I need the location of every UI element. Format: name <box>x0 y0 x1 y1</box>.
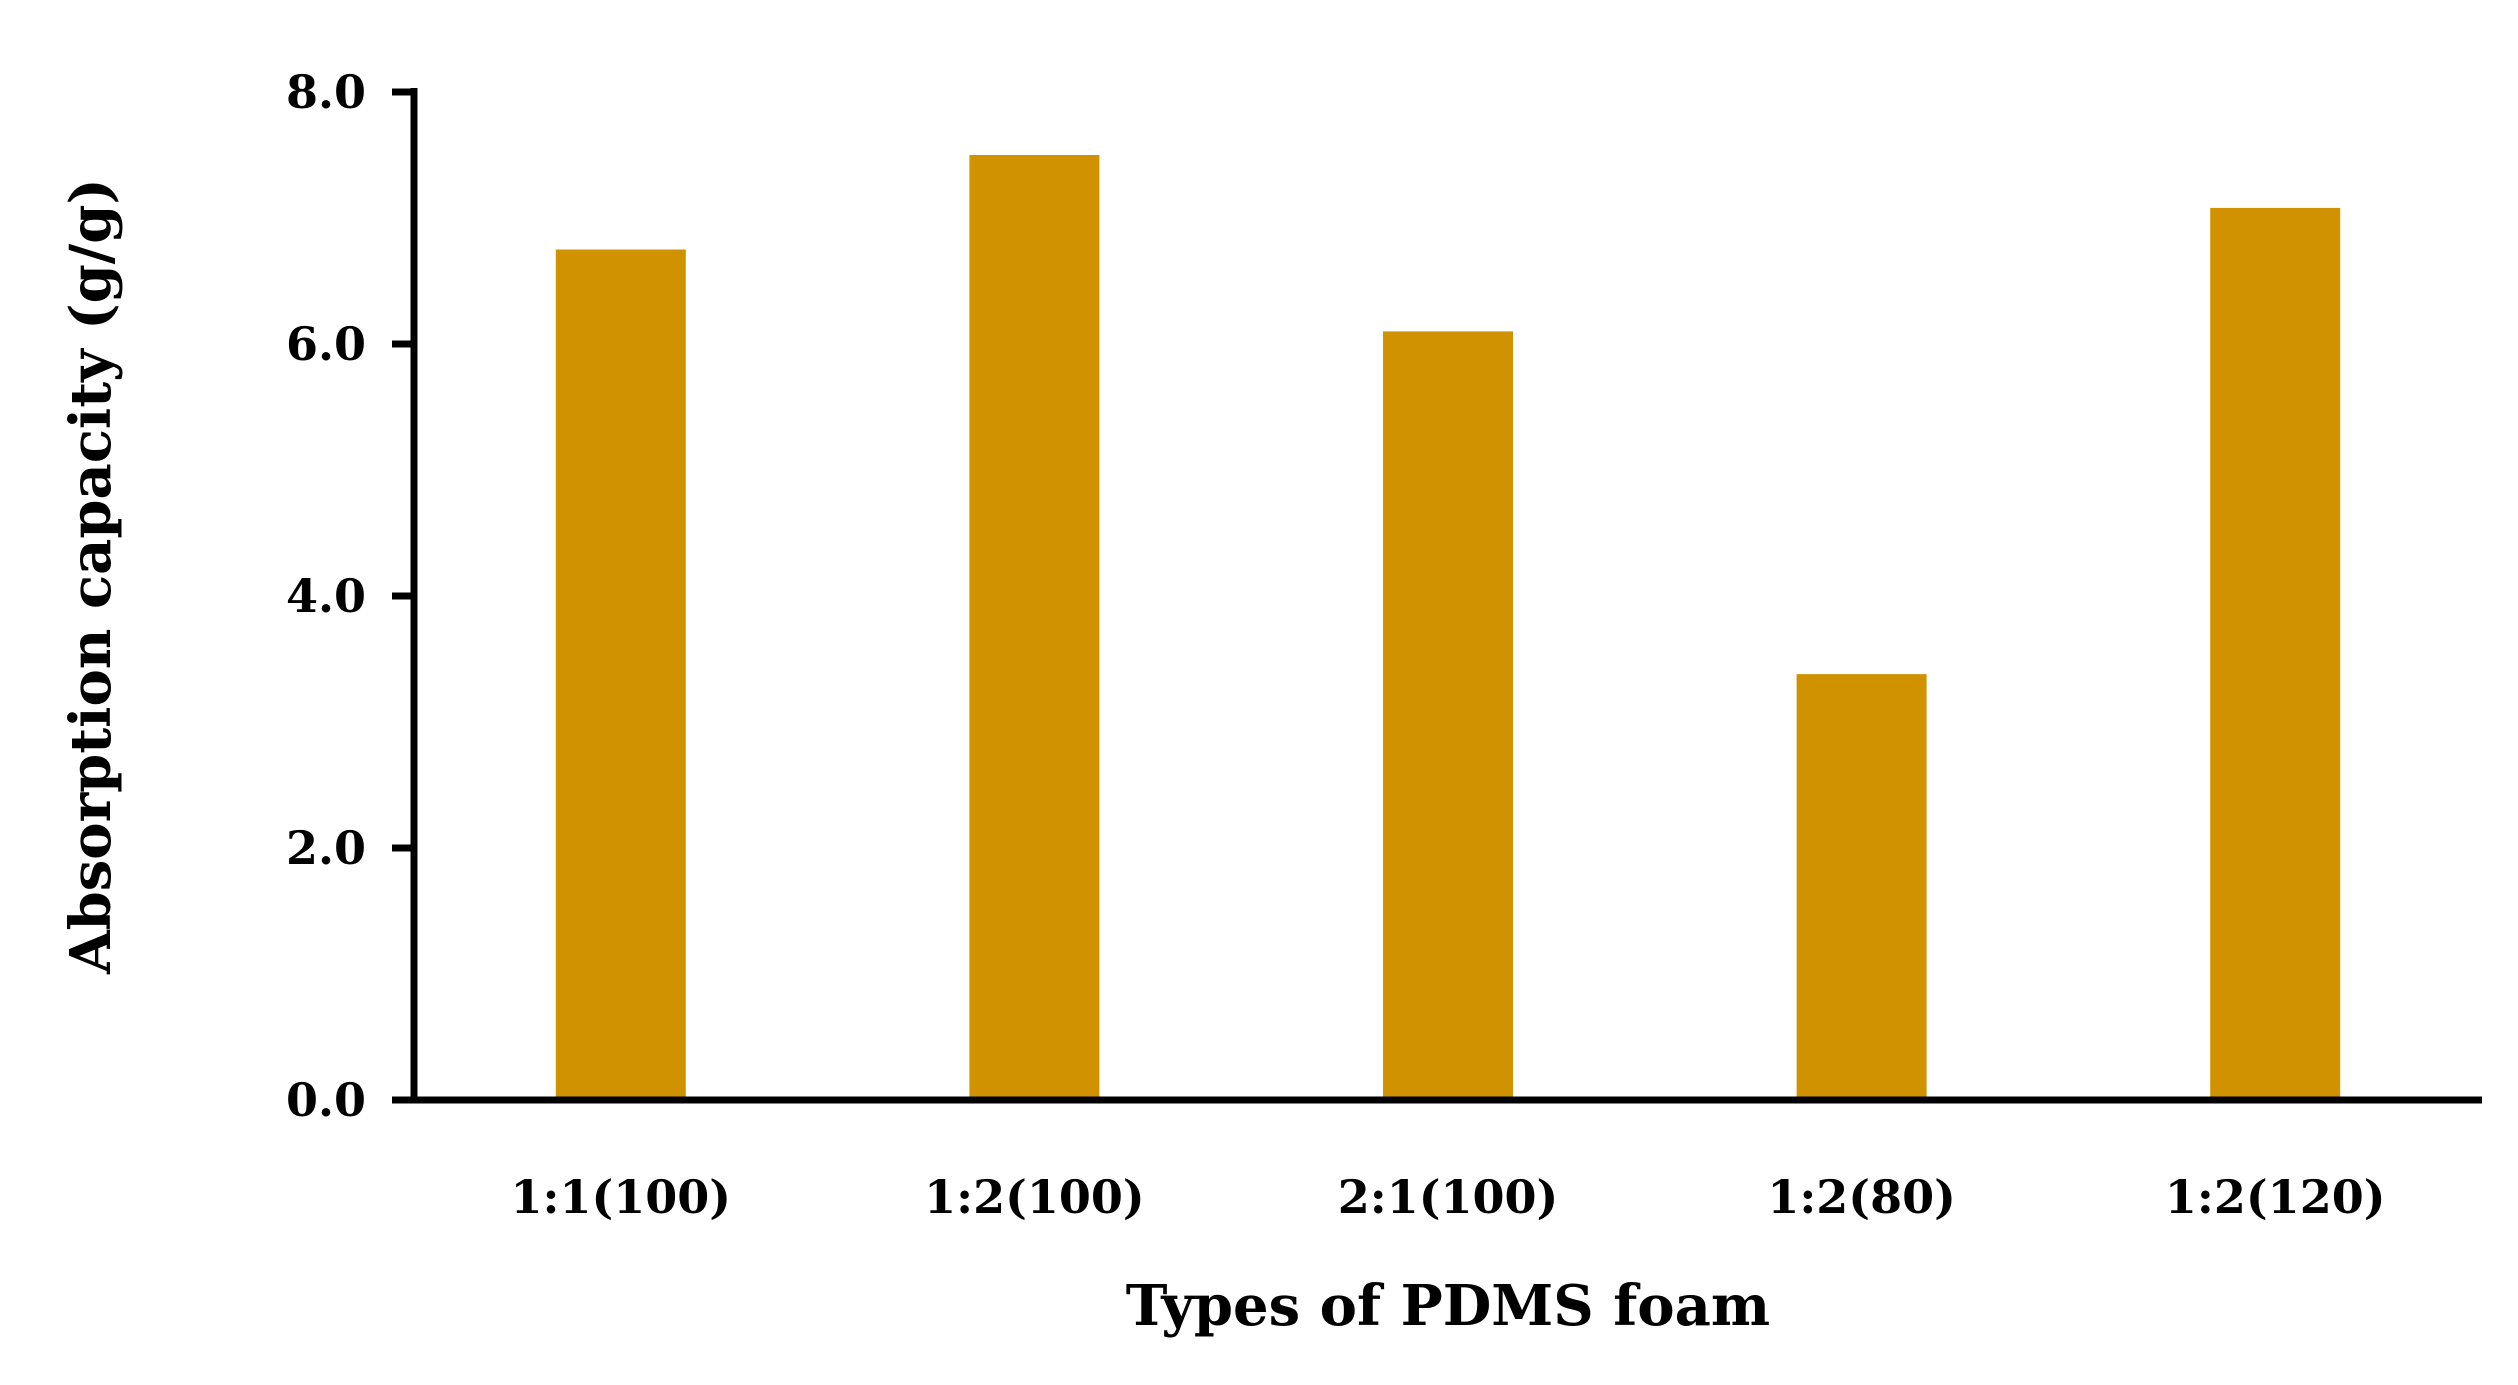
x-category-label: 2:1(100) <box>1338 1170 1559 1224</box>
x-axis-title: Types of PDMS foam <box>1126 1273 1770 1339</box>
y-tick-label: 6.0 <box>286 317 366 371</box>
bar <box>555 249 686 1100</box>
x-category-label: 1:1(100) <box>511 1170 732 1224</box>
y-tick-label: 4.0 <box>286 569 366 623</box>
x-category-label: 1:2(120) <box>2165 1170 2386 1224</box>
y-axis-title: Absorption capacity (g/g) <box>58 178 124 975</box>
y-tick-label: 0.0 <box>286 1073 366 1127</box>
x-labels-group: 1:1(100) 1:2(100) 2:1(100) 1:2(80) 1:2(120) <box>511 1170 2386 1224</box>
x-category-label: 1:2(80) <box>1767 1170 1956 1224</box>
x-category-label: 1:2(100) <box>924 1170 1145 1224</box>
y-tick-label: 2.0 <box>286 821 366 875</box>
bar <box>2210 207 2341 1101</box>
bar <box>1383 331 1513 1100</box>
bar <box>1796 674 1927 1100</box>
y-tick-label: 8.0 <box>286 65 366 119</box>
bars-group <box>555 155 2341 1101</box>
y-ticks-group: 0.0 2.0 4.0 6.0 8.0 <box>286 65 414 1127</box>
bar <box>969 155 1100 1100</box>
